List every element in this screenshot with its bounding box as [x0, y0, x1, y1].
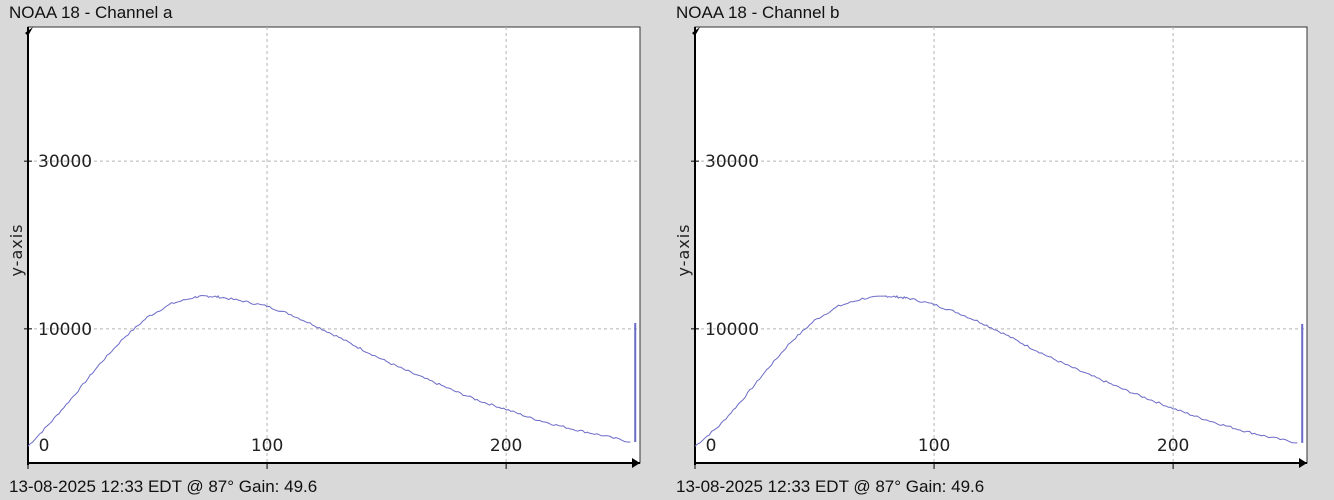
series-line — [694, 295, 1298, 447]
x-tick-label: 0 — [706, 436, 717, 456]
y-tick-label: 30000 — [705, 152, 759, 172]
chart-footer: 13-08-2025 12:33 EDT @ 87° Gain: 49.6 — [676, 477, 985, 496]
y-axis-arrow — [25, 27, 33, 36]
y-tick-label: 30000 — [38, 152, 92, 172]
chart-panel-b: NOAA 18 - Channel b 0 100 200 10000 30000 y-a… — [667, 0, 1334, 500]
x-axis-arrow — [1299, 458, 1307, 468]
chart-title: NOAA 18 - Channel b — [676, 3, 840, 22]
chart-title: NOAA 18 - Channel a — [9, 3, 173, 22]
y-tick-label: 10000 — [38, 320, 92, 340]
chart-panel-a: NOAA 18 - Channel a 0 100 200 10000 30000 y-a… — [7, 3, 641, 496]
x-tick-label: 200 — [1157, 436, 1189, 456]
x-tick-label: 0 — [39, 436, 50, 456]
plot-area — [694, 26, 1308, 464]
plot-b: 0 100 200 10000 30000 y-axis — [674, 26, 1308, 469]
x-tick-label: 100 — [918, 436, 950, 456]
y-axis-title: y-axis — [674, 223, 693, 276]
y-axis-arrow — [692, 27, 700, 36]
x-tick-label: 100 — [251, 436, 283, 456]
series-line — [27, 294, 631, 447]
plot-area — [27, 26, 641, 464]
x-tick-label: 200 — [490, 436, 522, 456]
y-axis-title: y-axis — [7, 223, 26, 276]
x-axis-arrow — [632, 458, 640, 468]
plot-a: 0 100 200 10000 30000 y-axis — [7, 26, 641, 469]
y-tick-label: 10000 — [705, 320, 759, 340]
chart-footer: 13-08-2025 12:33 EDT @ 87° Gain: 49.6 — [9, 477, 318, 496]
